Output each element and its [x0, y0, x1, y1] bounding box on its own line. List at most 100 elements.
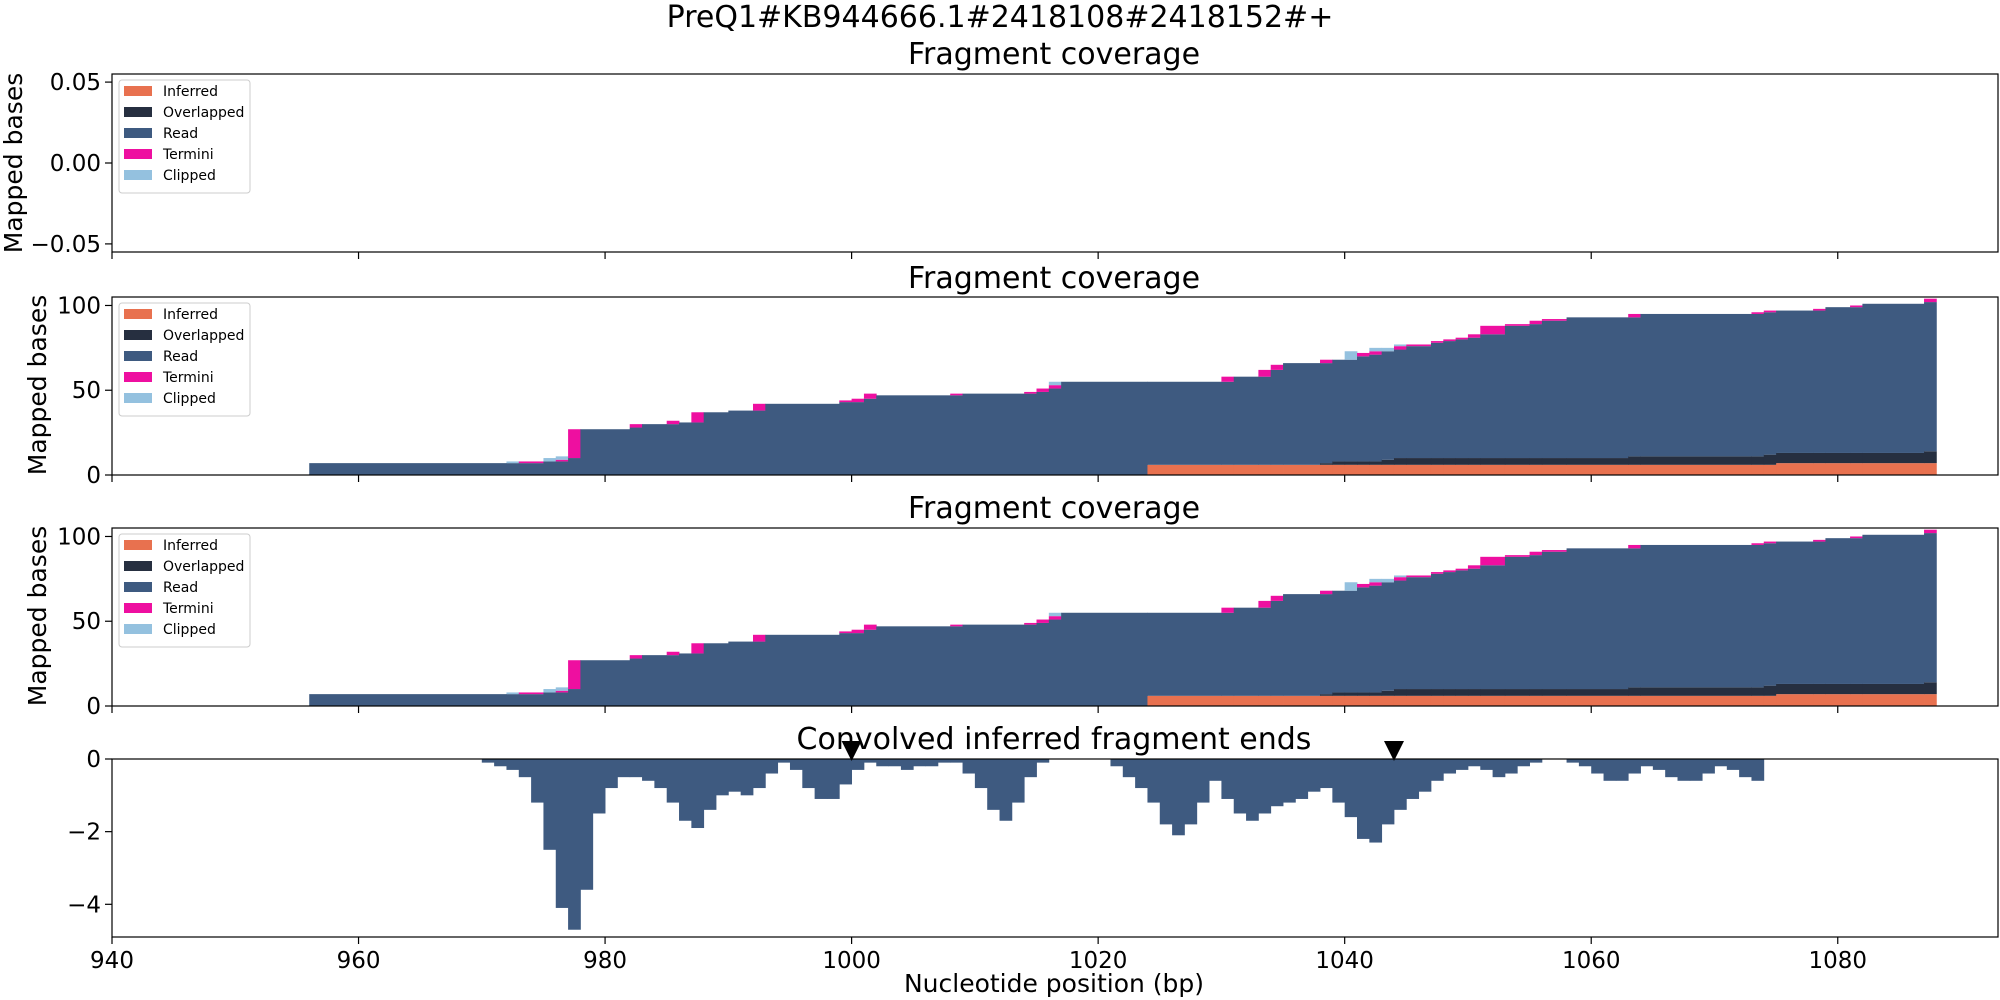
conv-bar	[851, 759, 865, 770]
conv-bar	[1726, 759, 1740, 770]
legend-label-termini: Termini	[162, 370, 214, 386]
panel-2-title: Fragment coverage	[908, 261, 1200, 296]
coverage-bar-inferred	[1640, 695, 1752, 706]
coverage-bar-clipped	[555, 456, 569, 460]
coverage-bar-read	[1825, 307, 1851, 453]
coverage-bar-overlapped	[1455, 689, 1469, 696]
coverage-bar-termini	[950, 624, 963, 627]
conv-bar	[1320, 759, 1333, 789]
coverage-bar-inferred	[1430, 695, 1444, 706]
conv-bar	[1406, 759, 1420, 799]
coverage-bar-inferred	[1763, 695, 1777, 706]
coverage-bar-read	[506, 463, 520, 475]
coverage-bar-inferred	[1147, 695, 1222, 706]
coverage-bar-termini	[1480, 325, 1506, 335]
coverage-bar-overlapped	[1332, 461, 1346, 465]
panel-1-ytick-label: 0.05	[50, 70, 101, 96]
coverage-bar-overlapped	[1406, 689, 1432, 696]
coverage-bar-inferred	[1332, 464, 1346, 475]
coverage-bar-read	[1628, 317, 1641, 457]
coverage-bar-read	[1061, 612, 1148, 706]
coverage-bar-overlapped	[1332, 692, 1346, 696]
coverage-bar-termini	[1258, 369, 1272, 377]
coverage-bar-clipped	[1369, 578, 1383, 583]
panel-4-axes-frame	[111, 758, 1999, 938]
coverage-bar-termini	[851, 398, 865, 403]
coverage-bar-read	[1862, 303, 1925, 453]
coverage-bar-termini	[568, 660, 581, 690]
coverage-bar-inferred	[1566, 464, 1629, 475]
coverage-bar-read	[1221, 612, 1235, 696]
coverage-bar-termini	[1751, 543, 1765, 545]
coverage-bar-inferred	[1369, 464, 1383, 475]
coverage-bar-termini	[839, 631, 853, 634]
coverage-bar-read	[839, 633, 853, 706]
conv-bar	[1529, 759, 1543, 763]
legend-swatch-inferred	[124, 309, 152, 319]
coverage-bar-termini	[1270, 595, 1284, 601]
conv-bar	[1159, 759, 1173, 825]
coverage-bar-termini	[1529, 320, 1543, 325]
coverage-bar-read	[1924, 533, 1937, 683]
coverage-bar-termini	[752, 634, 766, 642]
coverage-bar-overlapped	[1455, 458, 1469, 465]
coverage-bar-inferred	[1862, 463, 1925, 475]
coverage-bar-inferred	[1541, 695, 1567, 706]
coverage-bar-termini	[1221, 607, 1235, 613]
conv-bar	[617, 759, 631, 778]
coverage-bar-termini	[1751, 312, 1765, 314]
coverage-bar-termini	[1541, 319, 1567, 321]
coverage-bar-overlapped	[1924, 682, 1937, 695]
coverage-bar-overlapped	[1751, 456, 1765, 465]
coverage-bar-read	[1640, 544, 1752, 688]
legend-label-overlapped: Overlapped	[163, 328, 244, 344]
panel-4-xtick-label: 1040	[1315, 948, 1374, 974]
coverage-bar-termini	[1443, 570, 1457, 573]
coverage-bar-termini	[1048, 385, 1062, 389]
coverage-bar-clipped	[1344, 351, 1358, 360]
coverage-bar-read	[962, 393, 1025, 475]
panel-3: Fragment coverage Mapped bases 0 50 100 In…	[23, 491, 1999, 720]
coverage-bar-termini	[1406, 575, 1432, 578]
coverage-bar-clipped	[1048, 381, 1062, 386]
coverage-bar-read	[1480, 334, 1506, 459]
coverage-bar-termini	[1467, 334, 1481, 338]
coverage-bar-inferred	[1393, 695, 1407, 706]
conv-bar	[642, 759, 655, 781]
legend-swatch-clipped	[124, 624, 152, 634]
coverage-bar-inferred	[1504, 695, 1530, 706]
conv-bar	[1381, 759, 1395, 825]
conv-bar	[962, 759, 976, 774]
conv-bar	[1504, 759, 1518, 774]
conv-bar	[839, 759, 853, 785]
coverage-bar-overlapped	[1480, 458, 1506, 465]
coverage-bar-overlapped	[1751, 687, 1765, 696]
coverage-bar-read	[1751, 544, 1765, 688]
coverage-bar-overlapped	[1393, 458, 1407, 465]
coverage-bar-read	[1862, 534, 1925, 684]
coverage-bar-inferred	[1763, 464, 1777, 475]
coverage-bar-clipped	[1369, 347, 1383, 352]
coverage-bar-termini	[1406, 344, 1432, 347]
legend-swatch-clipped	[124, 170, 152, 180]
panel-1: Fragment coverage Mapped bases 0.05 0.00 −…	[0, 37, 1999, 259]
coverage-bar-clipped	[506, 461, 520, 464]
legend-swatch-overlapped	[124, 561, 152, 571]
coverage-bar-read	[1393, 580, 1407, 690]
panel-4-title: Convolved inferred fragment ends	[797, 722, 1312, 757]
coverage-bar-read	[1357, 356, 1370, 462]
coverage-bar-inferred	[1751, 464, 1765, 475]
panel-4-xlabel: Nucleotide position (bp)	[904, 969, 1204, 998]
coverage-bar-read	[1283, 363, 1321, 465]
conv-bar	[876, 759, 889, 767]
coverage-bar-termini	[1813, 308, 1826, 311]
conv-bar	[481, 759, 495, 763]
legend-label-inferred: Inferred	[163, 538, 218, 554]
legend-swatch-termini	[124, 372, 152, 382]
coverage-bar-overlapped	[1381, 459, 1395, 465]
coverage-bar-termini	[1504, 324, 1530, 326]
coverage-bar-termini	[1850, 305, 1863, 308]
coverage-bar-overlapped	[1628, 687, 1641, 696]
coverage-bar-inferred	[1332, 695, 1346, 706]
